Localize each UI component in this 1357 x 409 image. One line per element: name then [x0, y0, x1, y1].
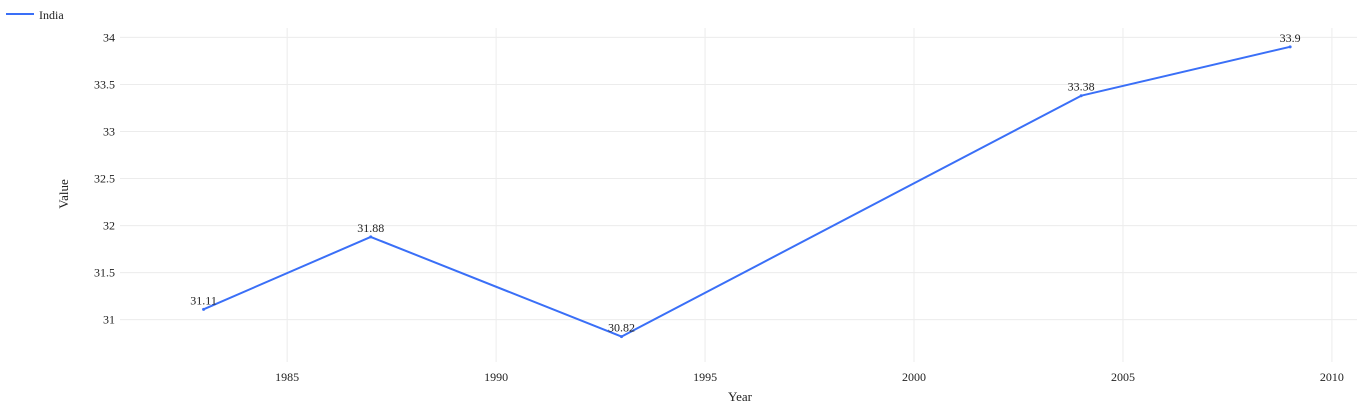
x-tick-label: 1995 [693, 370, 717, 384]
data-point[interactable] [1288, 45, 1292, 49]
x-tick-label: 2000 [902, 370, 926, 384]
data-label: 31.88 [357, 221, 384, 235]
y-tick-label: 31.5 [94, 266, 115, 280]
data-label: 31.11 [190, 293, 217, 307]
data-point[interactable] [202, 307, 206, 311]
data-label: 33.38 [1068, 80, 1095, 94]
series-layer [202, 45, 1292, 339]
data-label: 30.82 [608, 321, 635, 335]
data-point[interactable] [619, 335, 623, 339]
x-tick-label: 1990 [484, 370, 508, 384]
x-tick-label: 2005 [1111, 370, 1135, 384]
y-tick-label: 33.5 [94, 77, 115, 91]
data-label: 33.9 [1280, 31, 1301, 45]
grid [120, 28, 1357, 362]
x-axis-title: Year [728, 389, 753, 404]
legend-label-india: India [39, 8, 64, 22]
y-tick-label: 34 [103, 30, 115, 44]
data-point[interactable] [369, 235, 373, 239]
x-tick-label: 2010 [1320, 370, 1344, 384]
x-axis-ticks: 1985 1990 1995 2000 2005 2010 [275, 370, 1344, 384]
y-axis-ticks: 31 31.5 32 32.5 33 33.5 34 [94, 30, 115, 326]
y-tick-label: 33 [103, 124, 115, 138]
series-line-india[interactable] [203, 45, 1291, 338]
y-tick-label: 32.5 [94, 172, 115, 186]
data-labels: 31.11 31.88 30.82 33.38 33.9 [190, 31, 1300, 335]
y-tick-label: 31 [103, 313, 115, 327]
y-axis-title: Value [56, 179, 71, 209]
x-tick-label: 1985 [275, 370, 299, 384]
data-point[interactable] [1079, 94, 1083, 98]
legend[interactable]: India [6, 8, 64, 22]
y-tick-label: 32 [103, 219, 115, 233]
